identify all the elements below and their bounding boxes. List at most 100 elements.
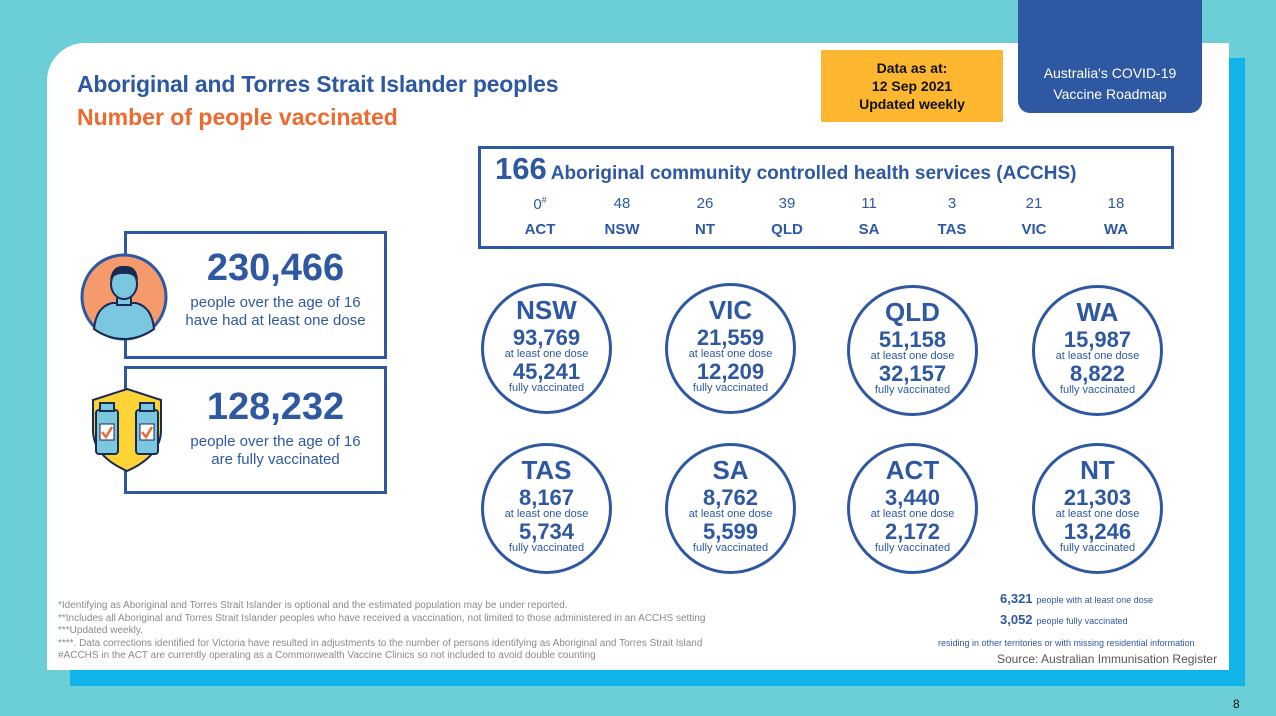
acchs-count: 21: [1025, 195, 1043, 212]
other-dose2-value: 3,052: [1000, 612, 1033, 627]
acchs-col: 3 TAS: [922, 195, 982, 238]
fully-vaccinated-box: 128,232 people over the age of 16 are fu…: [124, 366, 387, 494]
acchs-col: 21 VIC: [1004, 195, 1064, 238]
dose1-label: at least one dose: [504, 508, 589, 520]
first-dose-line-1: people over the age of 16: [190, 294, 361, 311]
footnote: *Identifying as Aboriginal and Torres St…: [58, 600, 568, 611]
source-note: Source: Australian Immunisation Register: [997, 652, 1218, 666]
state-circle-tas: TAS 8,167 at least one dose 5,734 fully …: [481, 443, 612, 574]
first-dose-value: 230,466: [206, 247, 345, 289]
dose1-label: at least one dose: [870, 508, 955, 520]
roadmap-tab: Australia's COVID-19 Vaccine Roadmap: [1018, 0, 1202, 113]
acchs-state: SA: [858, 221, 880, 238]
acchs-count: 39: [778, 195, 796, 212]
acchs-col: 48 NSW: [592, 195, 652, 238]
acchs-mark: #: [541, 195, 547, 205]
residing-note: residing in other territories or with mi…: [938, 638, 1195, 648]
acchs-state: WA: [1103, 221, 1129, 238]
dose2-label: fully vaccinated: [1059, 384, 1136, 396]
fully-line-2: are fully vaccinated: [211, 451, 340, 468]
acchs-state: VIC: [1021, 221, 1047, 238]
state-dose1: 15,987: [1063, 327, 1132, 352]
dose1-label: at least one dose: [1055, 508, 1140, 520]
roadmap-line-2: Vaccine Roadmap: [1053, 86, 1167, 102]
state-dose2: 5,599: [702, 519, 759, 544]
state-name: NSW: [516, 295, 577, 325]
footnotes: *Identifying as Aboriginal and Torres St…: [58, 600, 705, 663]
dose1-label: at least one dose: [1055, 350, 1140, 362]
state-name: NT: [1080, 455, 1115, 485]
date-box: Data as at: 12 Sep 2021 Updated weekly: [821, 50, 1003, 122]
state-dose2: 32,157: [878, 361, 947, 386]
dose2-label: fully vaccinated: [874, 542, 951, 554]
state-circle-nsw: NSW 93,769 at least one dose 45,241 full…: [481, 283, 612, 414]
footnote: **Includes all Aboriginal and Torres Str…: [58, 612, 706, 624]
state-dose2: 13,246: [1063, 519, 1132, 544]
acchs-count: 11: [861, 195, 877, 212]
fully-line-1: people over the age of 16: [190, 433, 361, 450]
first-dose-line-2: have had at least one dose: [185, 312, 366, 329]
acchs-panel: 166 Aboriginal community controlled healt…: [478, 146, 1174, 249]
state-circle-sa: SA 8,762 at least one dose 5,599 fully v…: [665, 443, 796, 574]
other-dose2-label: people fully vaccinated: [1036, 616, 1128, 626]
state-dose1: 21,559: [696, 325, 765, 350]
acchs-col: 18 WA: [1086, 195, 1146, 238]
state-name: SA: [712, 455, 749, 485]
date-line-3: Updated weekly: [859, 96, 965, 112]
fully-value: 128,232: [206, 386, 345, 428]
roadmap-line-1: Australia's COVID-19: [1043, 65, 1177, 81]
footnote: #ACCHS in the ACT are currently operatin…: [58, 650, 596, 662]
state-dose1: 8,167: [518, 485, 575, 510]
state-name: QLD: [885, 297, 940, 327]
state-name: ACT: [885, 455, 940, 485]
acchs-heading: 166 Aboriginal community controlled healt…: [495, 151, 1077, 187]
state-dose1: 3,440: [884, 485, 941, 510]
acchs-state: TAS: [937, 221, 967, 238]
state-name: WA: [1076, 297, 1119, 327]
footnote: ****. Data corrections identified for Vi…: [58, 637, 703, 649]
state-circle-nt: NT 21,303 at least one dose 13,246 fully…: [1032, 443, 1163, 574]
dose2-label: fully vaccinated: [508, 542, 585, 554]
dose2-label: fully vaccinated: [692, 382, 769, 394]
state-name: VIC: [708, 295, 753, 325]
acchs-label: Aboriginal community controlled health s…: [550, 163, 1077, 184]
acchs-col: 11 SA: [839, 195, 899, 238]
dose2-label: fully vaccinated: [508, 382, 585, 394]
state-dose2: 12,209: [696, 359, 765, 384]
vaccine-shield-icon: [92, 387, 162, 473]
dose2-label: fully vaccinated: [692, 542, 769, 554]
acchs-count: 26: [696, 195, 714, 212]
date-line-2: 12 Sep 2021: [871, 78, 953, 94]
dose2-label: fully vaccinated: [874, 384, 951, 396]
state-circle-act: ACT 3,440 at least one dose 2,172 fully …: [847, 443, 978, 574]
state-dose1: 51,158: [878, 327, 947, 352]
other-dose1-value: 6,321: [1000, 591, 1033, 606]
state-dose2: 45,241: [512, 359, 581, 384]
acchs-state: ACT: [524, 221, 556, 238]
dose1-label: at least one dose: [688, 348, 773, 360]
state-dose2: 5,734: [518, 519, 575, 544]
state-dose1: 8,762: [702, 485, 759, 510]
acchs-col: 39 QLD: [757, 195, 817, 238]
state-circle-qld: QLD 51,158 at least one dose 32,157 full…: [847, 285, 978, 416]
person-icon: [80, 253, 168, 341]
acchs-col: 0# ACT: [510, 195, 570, 238]
acchs-count: 0: [533, 196, 542, 213]
acchs-col: 26 NT: [675, 195, 735, 238]
dose1-label: at least one dose: [688, 508, 773, 520]
state-circle-vic: VIC 21,559 at least one dose 12,209 full…: [665, 283, 796, 414]
acchs-state: NSW: [604, 221, 640, 238]
other-dose1-row: 6,321 people with at least one dose: [1000, 590, 1153, 608]
acchs-count: 18: [1107, 195, 1125, 212]
state-dose1: 93,769: [512, 325, 581, 350]
first-dose-box: 230,466 people over the age of 16 have h…: [124, 231, 387, 359]
state-dose1: 21,303: [1063, 485, 1132, 510]
dose1-label: at least one dose: [870, 350, 955, 362]
page-number: 8: [1233, 697, 1240, 711]
page-title: Aboriginal and Torres Strait Islander pe…: [77, 71, 559, 97]
state-dose2: 8,822: [1069, 361, 1126, 386]
dose1-label: at least one dose: [504, 348, 589, 360]
acchs-state: QLD: [771, 221, 803, 238]
other-dose1-label: people with at least one dose: [1036, 595, 1154, 605]
other-dose2-row: 3,052 people fully vaccinated: [1000, 611, 1153, 629]
